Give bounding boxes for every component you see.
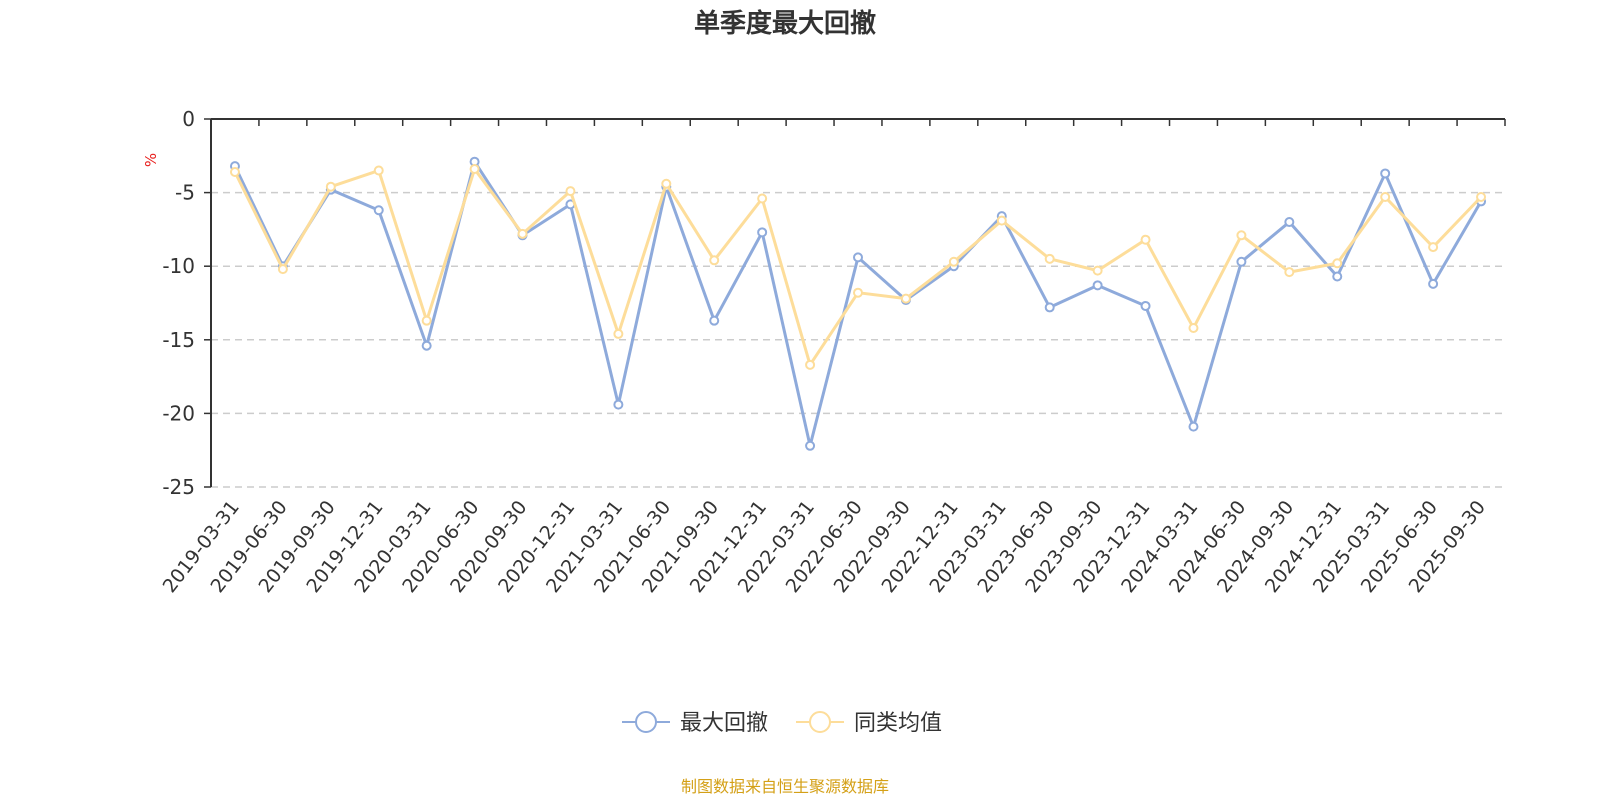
data-point[interactable] <box>1188 323 1199 334</box>
series-layer <box>229 156 1487 451</box>
chart-title: 单季度最大回撤 <box>694 8 876 39</box>
data-point[interactable] <box>229 166 240 177</box>
data-point[interactable] <box>565 186 576 197</box>
y-tick-label: -20 <box>162 401 195 425</box>
y-tick-label: 0 <box>182 107 195 131</box>
legend-label: 同类均值 <box>854 711 942 736</box>
source-note: 制图数据来自恒生聚源数据库 <box>681 777 889 796</box>
legend-item-1[interactable]: 最大回撤 <box>622 711 768 736</box>
data-point[interactable] <box>1284 267 1295 278</box>
data-point[interactable] <box>1044 302 1055 313</box>
legend-marker-icon <box>809 711 831 733</box>
data-point[interactable] <box>853 252 863 263</box>
data-point[interactable] <box>1236 256 1247 267</box>
data-point[interactable] <box>1140 300 1151 311</box>
data-point[interactable] <box>1044 253 1055 264</box>
data-point[interactable] <box>1380 192 1391 203</box>
data-point[interactable] <box>1284 217 1295 228</box>
data-point[interactable] <box>421 315 432 326</box>
legend-item-2[interactable]: 同类均值 <box>796 711 942 736</box>
data-point[interactable] <box>1332 258 1343 269</box>
data-point[interactable] <box>757 227 768 238</box>
data-point[interactable] <box>709 315 720 326</box>
y-tick-label: -5 <box>175 181 195 205</box>
y-axis-unit-label: % <box>142 153 160 167</box>
data-point[interactable] <box>948 256 959 267</box>
data-point[interactable] <box>1188 421 1199 432</box>
series-1 <box>229 156 1487 451</box>
data-point[interactable] <box>709 255 720 266</box>
data-point[interactable] <box>373 205 384 216</box>
data-point[interactable] <box>373 165 384 176</box>
data-point[interactable] <box>805 359 816 370</box>
data-point[interactable] <box>613 328 624 339</box>
data-point[interactable] <box>325 181 336 192</box>
data-point[interactable] <box>996 215 1007 226</box>
axes: 0-5-10-15-20-252019-03-312019-06-302019-… <box>159 107 1506 597</box>
data-point[interactable] <box>421 340 432 351</box>
data-point[interactable] <box>1092 265 1103 276</box>
data-point[interactable] <box>1380 168 1391 179</box>
data-point[interactable] <box>900 293 911 304</box>
y-tick-label: -10 <box>162 254 195 278</box>
y-tick-label: -15 <box>162 328 195 352</box>
data-point[interactable] <box>1428 242 1439 253</box>
data-point[interactable] <box>1428 278 1439 289</box>
grid-lines <box>211 191 1505 488</box>
legend[interactable]: 最大回撤 同类均值 <box>622 711 942 736</box>
data-point[interactable] <box>1140 234 1151 245</box>
data-point[interactable] <box>661 178 672 189</box>
data-point[interactable] <box>805 440 816 451</box>
data-point[interactable] <box>469 164 480 175</box>
data-point[interactable] <box>517 228 528 239</box>
data-point[interactable] <box>757 193 768 204</box>
legend-marker-icon <box>635 711 657 733</box>
legend-label: 最大回撤 <box>680 711 768 736</box>
series-2 <box>229 164 1487 370</box>
data-point[interactable] <box>1476 192 1487 203</box>
data-point[interactable] <box>1332 271 1343 282</box>
data-point[interactable] <box>1236 230 1247 241</box>
data-point[interactable] <box>853 287 863 298</box>
data-point[interactable] <box>277 264 288 275</box>
data-point[interactable] <box>1092 280 1103 291</box>
y-tick-label: -25 <box>162 475 195 499</box>
data-point[interactable] <box>613 399 624 410</box>
